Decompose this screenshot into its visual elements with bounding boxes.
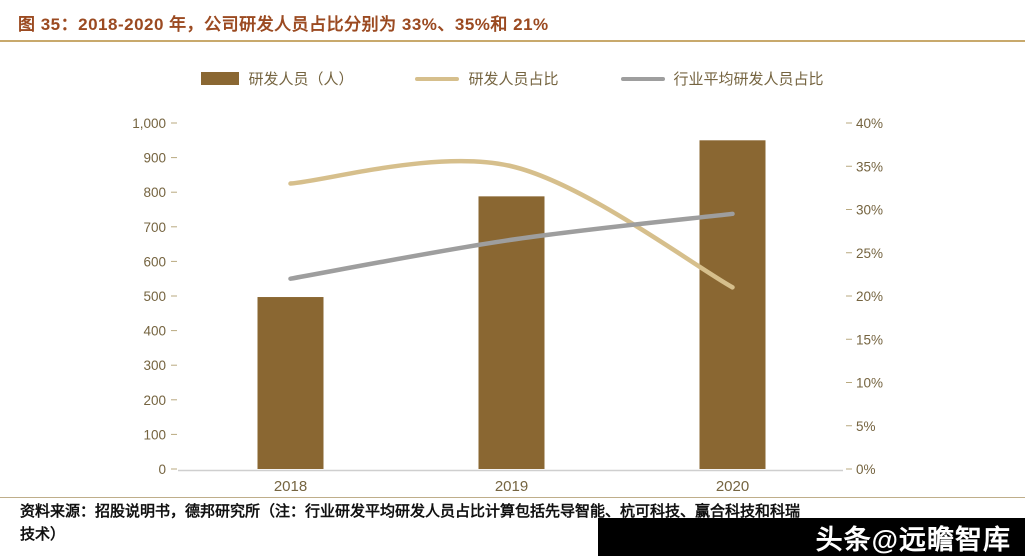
left-axis-tick-label: 1,000 bbox=[132, 116, 166, 131]
legend-label: 研发人员（人） bbox=[248, 71, 354, 88]
left-axis-tick-label: 800 bbox=[143, 185, 166, 200]
x-axis-label: 2018 bbox=[274, 478, 307, 495]
industry-avg-ratio-line bbox=[288, 211, 735, 281]
line-swatch-icon bbox=[415, 76, 460, 81]
company-ratio-line bbox=[288, 158, 735, 290]
right-axis-tick-label: 25% bbox=[856, 246, 883, 261]
chart-legend: 研发人员（人） 研发人员占比 行业平均研发人员占比 bbox=[0, 68, 1025, 89]
left-axis-tick-label: 200 bbox=[143, 393, 166, 408]
legend-label: 行业平均研发人员占比 bbox=[673, 71, 824, 88]
legend-label: 研发人员占比 bbox=[468, 71, 559, 88]
right-axis-tick-label: 0% bbox=[856, 462, 876, 477]
x-axis-label: 2019 bbox=[495, 478, 528, 495]
right-axis-tick-label: 35% bbox=[856, 159, 883, 174]
left-axis-tick-label: 500 bbox=[143, 289, 166, 304]
left-axis-tick-label: 600 bbox=[143, 254, 166, 269]
bar-2020 bbox=[699, 140, 766, 470]
legend-item-industry-avg-ratio: 行业平均研发人员占比 bbox=[620, 68, 824, 89]
right-axis-tick-label: 40% bbox=[856, 116, 883, 131]
right-axis-tick-label: 20% bbox=[856, 289, 883, 304]
right-axis-tick-label: 15% bbox=[856, 332, 883, 347]
left-axis-tick-label: 0 bbox=[158, 462, 166, 477]
source-note: 资料来源：招股说明书，德邦研究所（注：行业研发平均研发人员占比计算包括先导智能、… bbox=[20, 501, 1000, 547]
bar-2018 bbox=[257, 297, 324, 469]
left-axis-tick-label: 700 bbox=[143, 220, 166, 235]
footer-divider bbox=[0, 497, 1025, 498]
left-axis-tick-label: 300 bbox=[143, 358, 166, 373]
legend-item-rd-ratio: 研发人员占比 bbox=[415, 68, 559, 89]
legend-item-rd-headcount: 研发人员（人） bbox=[201, 68, 353, 89]
title-divider bbox=[0, 40, 1025, 42]
right-axis-tick-label: 5% bbox=[856, 419, 876, 434]
left-axis-tick-label: 400 bbox=[143, 324, 166, 339]
left-axis-tick-label: 900 bbox=[143, 151, 166, 166]
watermark-badge: 头条@远瞻智库 bbox=[598, 518, 1025, 556]
figure-title: 图 35：2018-2020 年，公司研发人员占比分别为 33%、35%和 21… bbox=[18, 15, 549, 34]
source-note-line1: 资料来源：招股说明书，德邦研究所（注：行业研发平均研发人员占比计算包括先导智能、… bbox=[20, 504, 801, 520]
source-note-line2: 技术） bbox=[20, 527, 66, 543]
right-axis-tick-label: 30% bbox=[856, 203, 883, 218]
x-axis-label: 2020 bbox=[716, 478, 749, 495]
right-axis-tick-label: 10% bbox=[856, 376, 883, 391]
left-axis-tick-label: 100 bbox=[143, 427, 166, 442]
line-swatch-icon bbox=[620, 76, 665, 81]
bar-swatch-icon bbox=[201, 72, 240, 85]
